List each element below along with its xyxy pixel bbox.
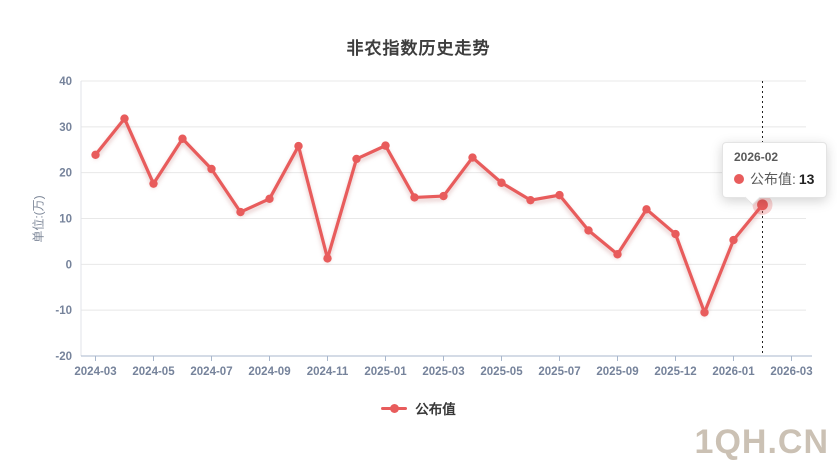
svg-text:2025-07: 2025-07	[538, 366, 580, 378]
svg-text:2025-05: 2025-05	[480, 366, 523, 378]
chart-tooltip: 2026-02 公布值 : 13	[722, 142, 828, 198]
svg-text:2026-01: 2026-01	[712, 366, 755, 378]
svg-text:10: 10	[59, 214, 72, 226]
svg-text:2026-03: 2026-03	[770, 366, 812, 378]
svg-text:30: 30	[59, 122, 72, 134]
chart-title: 非农指数历史走势	[346, 39, 491, 58]
svg-text:2024-07: 2024-07	[190, 366, 232, 378]
tooltip-value-row: 公布值 : 13	[734, 169, 814, 189]
svg-text:2025-09: 2025-09	[596, 366, 638, 378]
svg-text:2025-12: 2025-12	[654, 366, 696, 378]
line-series-icon	[381, 402, 408, 414]
svg-text:-20: -20	[55, 351, 72, 363]
svg-text:20: 20	[59, 168, 72, 180]
svg-text:2024-09: 2024-09	[248, 366, 290, 378]
tooltip-series-label: 公布值	[750, 171, 792, 187]
watermark: 1QH.CN	[694, 423, 829, 461]
tooltip-date: 2026-02	[734, 150, 779, 164]
svg-text:2025-01: 2025-01	[364, 366, 407, 378]
tooltip-value: 13	[798, 171, 815, 187]
svg-text:40: 40	[59, 76, 72, 88]
series-dot-icon	[734, 174, 744, 184]
legend-label: 公布值	[415, 402, 456, 417]
svg-text:2025-03: 2025-03	[422, 366, 464, 378]
svg-text:2024-11: 2024-11	[307, 366, 349, 378]
svg-text:0: 0	[66, 259, 72, 271]
legend-item-published-value[interactable]: 公布值	[0, 398, 837, 418]
svg-text:2024-03: 2024-03	[74, 366, 116, 378]
tooltip-colon: :	[792, 171, 796, 187]
y-axis-title: 单位:(万)	[31, 195, 46, 243]
svg-text:-10: -10	[55, 305, 72, 317]
svg-text:2024-05: 2024-05	[132, 366, 175, 378]
